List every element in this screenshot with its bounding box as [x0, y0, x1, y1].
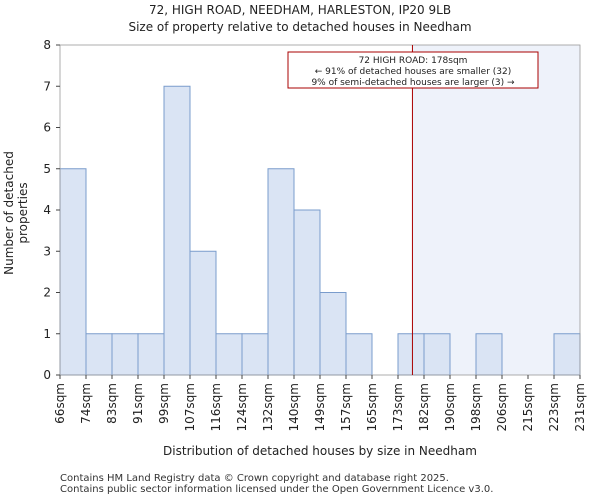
- histogram-bar: [397, 333, 425, 376]
- x-tick-label: 74sqm: [79, 383, 93, 424]
- histogram-bar: [475, 333, 503, 376]
- histogram-bar: [345, 333, 373, 376]
- histogram-bar: [293, 209, 321, 376]
- y-tick-label: 4: [43, 203, 51, 217]
- x-tick-label: 124sqm: [235, 383, 249, 431]
- x-tick-label: 173sqm: [391, 383, 405, 431]
- histogram-bar: [241, 333, 269, 376]
- x-tick-label: 182sqm: [417, 383, 431, 431]
- histogram-bar: [267, 168, 295, 376]
- x-tick-label: 165sqm: [365, 383, 379, 431]
- histogram-bar: [137, 333, 165, 376]
- annotation-line: 72 HIGH ROAD: 178sqm: [359, 56, 468, 66]
- histogram-bar: [215, 333, 243, 376]
- histogram-bar: [319, 292, 347, 376]
- x-axis-label: Distribution of detached houses by size …: [163, 444, 477, 458]
- annotation-line: 9% of semi-detached houses are larger (3…: [311, 78, 515, 88]
- annotation-line: ← 91% of detached houses are smaller (32…: [315, 67, 512, 77]
- y-axis-label: Number of detached properties: [2, 151, 30, 275]
- x-tick-label: 91sqm: [131, 383, 145, 424]
- x-tick-label: 66sqm: [53, 383, 67, 424]
- y-tick-label: 7: [43, 79, 51, 93]
- y-tick-label: 3: [43, 244, 51, 258]
- y-tick-label: 2: [43, 286, 51, 300]
- chart-title: 72, HIGH ROAD, NEEDHAM, HARLESTON, IP20 …: [148, 3, 452, 17]
- x-tick-label: 231sqm: [573, 383, 587, 431]
- x-tick-label: 190sqm: [443, 383, 457, 431]
- annotation-box: [287, 51, 539, 89]
- chart-subtitle: Size of property relative to detached ho…: [128, 20, 472, 34]
- x-tick-label: 198sqm: [469, 383, 483, 431]
- y-tick-label: 8: [43, 38, 51, 52]
- x-tick-label: 223sqm: [547, 383, 561, 431]
- x-tick-label: 149sqm: [313, 383, 327, 431]
- x-tick-label: 116sqm: [209, 383, 223, 431]
- y-tick-label: 6: [43, 121, 51, 135]
- histogram-bar: [189, 250, 217, 376]
- histogram-bar: [85, 333, 113, 376]
- histogram-bar: [163, 85, 191, 376]
- histogram-bar: [423, 333, 451, 376]
- y-tick-label: 1: [43, 327, 51, 341]
- x-tick-label: 99sqm: [157, 383, 171, 424]
- x-tick-label: 140sqm: [287, 383, 301, 431]
- x-tick-label: 215sqm: [521, 383, 535, 431]
- histogram-bar: [59, 168, 87, 376]
- highlight-region: [412, 45, 580, 375]
- histogram-bar: [111, 333, 139, 376]
- footer-copyright: Contains HM Land Registry data © Crown c…: [60, 473, 449, 484]
- y-tick-label: 0: [43, 368, 51, 382]
- x-tick-label: 206sqm: [495, 383, 509, 431]
- x-tick-label: 157sqm: [339, 383, 353, 431]
- y-tick-label: 5: [43, 162, 51, 176]
- footer-licence: Contains public sector information licen…: [60, 484, 494, 495]
- x-tick-label: 83sqm: [105, 383, 119, 424]
- histogram-bar: [553, 333, 581, 376]
- x-tick-label: 132sqm: [261, 383, 275, 431]
- x-tick-label: 107sqm: [183, 383, 197, 431]
